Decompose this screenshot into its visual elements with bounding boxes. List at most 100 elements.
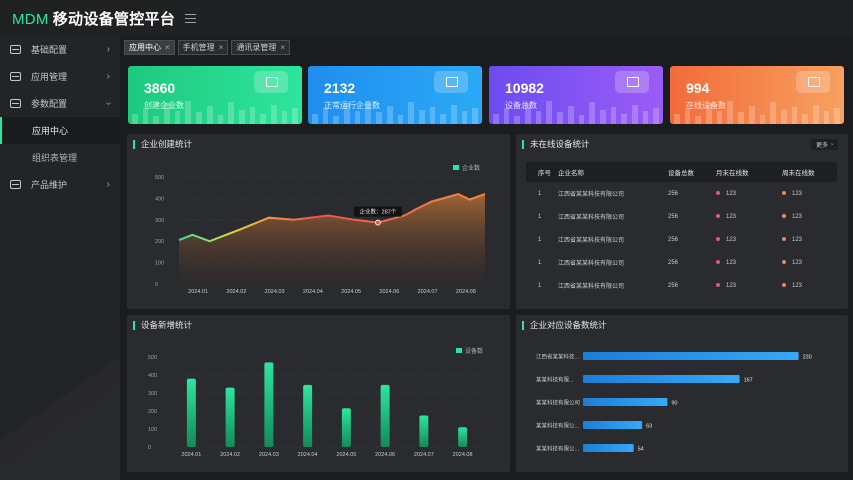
legend-label: 企业数 — [462, 166, 481, 172]
x-tick-label: 2024.06 — [379, 289, 399, 295]
bar[interactable] — [380, 384, 390, 447]
sidebar-item-basic-config[interactable]: 基础配置 › — [0, 36, 120, 63]
card-bars-decoration — [489, 98, 663, 124]
card-bars-decoration — [128, 98, 302, 124]
table-row[interactable]: 1 江西省某某科技有限公司 256 123 123 — [526, 274, 837, 297]
bar-value-label: 63 — [646, 424, 652, 430]
legend-label: 设备数 — [465, 349, 484, 355]
cell-week-value: 123 — [792, 282, 803, 289]
stat-value: 10982 — [505, 80, 544, 96]
cell-week-value: 123 — [792, 213, 803, 220]
cell-company: 江西省某某科技有限公司 — [558, 192, 625, 198]
bar-value-label: 230 — [803, 355, 812, 361]
hbar[interactable] — [583, 421, 643, 429]
sidebar-subitem-org-manage[interactable]: 组织表管理 — [32, 153, 78, 163]
bar[interactable] — [458, 427, 468, 447]
menu-toggle-icon[interactable] — [185, 13, 197, 23]
bar-category-label: 某某科技有限公... — [536, 445, 580, 453]
status-dot — [782, 213, 786, 218]
status-dot — [782, 190, 786, 195]
stat-card-enterprises: 3860 创建企业数 — [128, 66, 302, 124]
x-tick-label: 2024.06 — [375, 452, 395, 458]
stat-label: 设备总数 — [505, 101, 537, 110]
y-tick-label: 300 — [148, 391, 157, 397]
sidebar-item-app-manage[interactable]: 应用管理 › — [0, 63, 120, 90]
status-dot — [716, 213, 720, 218]
tab-app-center[interactable]: 应用中心 × — [124, 39, 175, 55]
sidebar-item-label: 应用管理 — [31, 72, 68, 82]
cell-week: 123 — [782, 260, 837, 266]
card-bars-decoration — [670, 98, 844, 124]
cell-company: 江西省某某科技有限公司 — [558, 284, 625, 290]
more-button[interactable]: 更多 › — [810, 139, 838, 150]
bar-value-label: 90 — [671, 401, 677, 407]
cell-month: 123 — [716, 214, 782, 220]
bar[interactable] — [341, 408, 351, 447]
legend-swatch — [456, 348, 462, 353]
x-tick-label: 2024.03 — [259, 452, 279, 458]
box-icon — [10, 180, 21, 189]
bar[interactable] — [225, 387, 235, 447]
legend-swatch — [453, 165, 459, 170]
sidebar-item-product-maint[interactable]: 产品维护 › — [0, 171, 120, 198]
box-icon — [10, 45, 21, 54]
stat-label: 正常运行企业数 — [324, 101, 380, 110]
stat-card-online: 994 在线设备数 — [670, 66, 844, 124]
table-header: 序号 企业名称 设备总数 月未在线数 周未在线数 — [526, 162, 837, 182]
cell-total: 256 — [668, 236, 679, 243]
y-tick-label: 200 — [148, 409, 157, 415]
close-icon[interactable]: × — [280, 42, 286, 52]
cell-company: 江西省某某科技有限公司 — [558, 238, 625, 244]
box-icon — [10, 72, 21, 81]
th-company: 企业名称 — [558, 170, 584, 177]
cell-month-value: 123 — [726, 259, 737, 266]
y-tick-label: 300 — [155, 218, 164, 224]
y-tick-label: 500 — [155, 175, 164, 181]
bar[interactable] — [303, 384, 313, 447]
sidebar-item-param-config[interactable]: 参数配置 › — [0, 90, 120, 117]
stat-value: 994 — [686, 80, 710, 96]
table-row[interactable]: 1 江西省某某科技有限公司 256 123 123 — [526, 182, 837, 205]
table-row[interactable]: 1 江西省某某科技有限公司 256 123 123 — [526, 205, 837, 228]
x-tick-label: 2024.02 — [226, 289, 246, 295]
cell-index: 1 — [538, 236, 542, 243]
stat-card-devices: 10982 设备总数 — [489, 66, 663, 124]
th-week-offline: 周未在线数 — [782, 170, 815, 177]
cell-total: 256 — [668, 190, 679, 197]
tooltip-text: 企业数：287个 — [360, 208, 397, 216]
app-logo: MDM 移动设备管控平台 — [12, 8, 175, 29]
y-tick-label: 500 — [148, 355, 157, 361]
table-row[interactable]: 1 江西省某某科技有限公司 256 123 123 — [526, 251, 837, 274]
enterprise-area-chart: 500 400 300 200 100 0 2024.01 2024.02 2024.03 20… — [155, 175, 486, 295]
bar[interactable] — [419, 415, 429, 448]
brand-mdm: MDM — [12, 10, 49, 28]
cell-month-value: 123 — [726, 213, 737, 220]
cell-month-value: 123 — [726, 236, 737, 243]
x-tick-label: 2024.07 — [418, 289, 438, 295]
sidebar-subitem-app-center[interactable]: 应用中心 — [0, 117, 120, 144]
bar[interactable] — [264, 362, 274, 447]
table-row[interactable]: 1 江西省某某科技有限公司 256 123 123 — [526, 228, 837, 251]
close-icon[interactable]: × — [218, 42, 224, 52]
bar-value-label: 54 — [638, 447, 644, 453]
cell-total: 256 — [668, 259, 679, 266]
tab-phone-manage[interactable]: 手机管理 × — [177, 39, 229, 55]
tab-contacts-manage[interactable]: 通讯录管理 × — [231, 39, 291, 55]
hbar[interactable] — [583, 444, 634, 452]
cell-week-value: 123 — [792, 259, 803, 266]
device-bar-chart: 500 400 300 200 100 0 2024.01 2024.02 2024.03 20… — [148, 355, 482, 458]
tooltip-box — [353, 206, 402, 217]
hbar[interactable] — [583, 398, 668, 406]
hbar[interactable] — [583, 375, 740, 383]
stat-value: 3860 — [144, 80, 176, 96]
data-point-highlight[interactable] — [374, 219, 381, 226]
y-tick-label: 400 — [155, 196, 164, 202]
status-dot — [716, 190, 720, 195]
close-icon[interactable]: × — [165, 42, 170, 52]
cell-index: 1 — [538, 259, 542, 266]
bar[interactable] — [186, 378, 196, 447]
more-label: 更多 — [815, 143, 828, 149]
cell-month-value: 123 — [726, 282, 737, 289]
hbar[interactable] — [583, 352, 799, 360]
bar-category-label: 某某科技有限... — [536, 376, 574, 384]
